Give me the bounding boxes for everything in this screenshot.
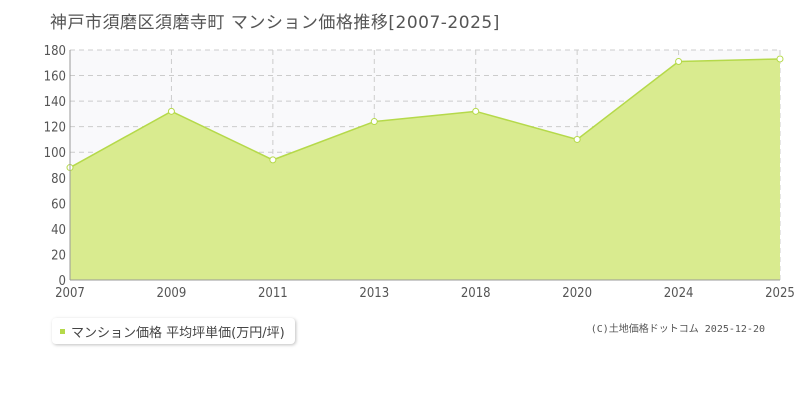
data-point: [370, 118, 378, 126]
data-point: [776, 55, 784, 63]
x-tick-label: 2025: [765, 286, 795, 301]
x-tick-label: 2020: [562, 286, 592, 301]
area-fill: [70, 58, 780, 280]
x-tick-label: 2024: [664, 286, 694, 301]
x-tick-label: 2009: [157, 286, 187, 301]
chart-area-series: [69, 58, 781, 280]
y-tick-label: 80: [51, 172, 66, 187]
legend-label: マンション価格 平均坪単価(万円/坪): [71, 325, 285, 341]
chart-legend: マンション価格 平均坪単価(万円/坪): [52, 318, 295, 344]
area-chart: 0 20 40 60 80 100 120 140 160 180 2007 2009 2011 2013…: [44, 44, 795, 301]
y-tick-label: 120: [44, 121, 66, 136]
legend-marker: [60, 328, 65, 334]
chart-title: 神戸市須磨区須磨寺町 マンション価格推移[2007-2025]: [50, 13, 500, 33]
series-line: [69, 58, 781, 169]
y-tick-label: 160: [44, 70, 66, 85]
y-tick-label: 100: [44, 146, 66, 161]
source-credit: (C)土地価格ドットコム 2025-12-20: [590, 324, 765, 335]
data-point: [573, 135, 581, 143]
chart-markers: [66, 55, 784, 172]
data-point: [675, 58, 683, 65]
y-tick-label: 140: [44, 95, 66, 110]
data-point: [167, 107, 175, 115]
chart-axes: [69, 50, 780, 281]
y-tick-label: 40: [51, 223, 66, 238]
y-tick-label: 20: [51, 248, 66, 263]
y-tick-label: 60: [51, 197, 66, 212]
x-tick-label: 2007: [55, 286, 85, 301]
x-tick-label: 2011: [258, 286, 288, 301]
data-point: [269, 156, 277, 164]
y-tick-label: 0: [59, 274, 66, 289]
y-tick-label: 180: [44, 44, 66, 59]
data-point: [472, 107, 480, 115]
x-tick-label: 2018: [461, 286, 491, 301]
x-tick-label: 2013: [359, 286, 389, 301]
chart-tick-labels: 0 20 40 60 80 100 120 140 160 180 2007 2009 2011 2013…: [44, 44, 795, 301]
